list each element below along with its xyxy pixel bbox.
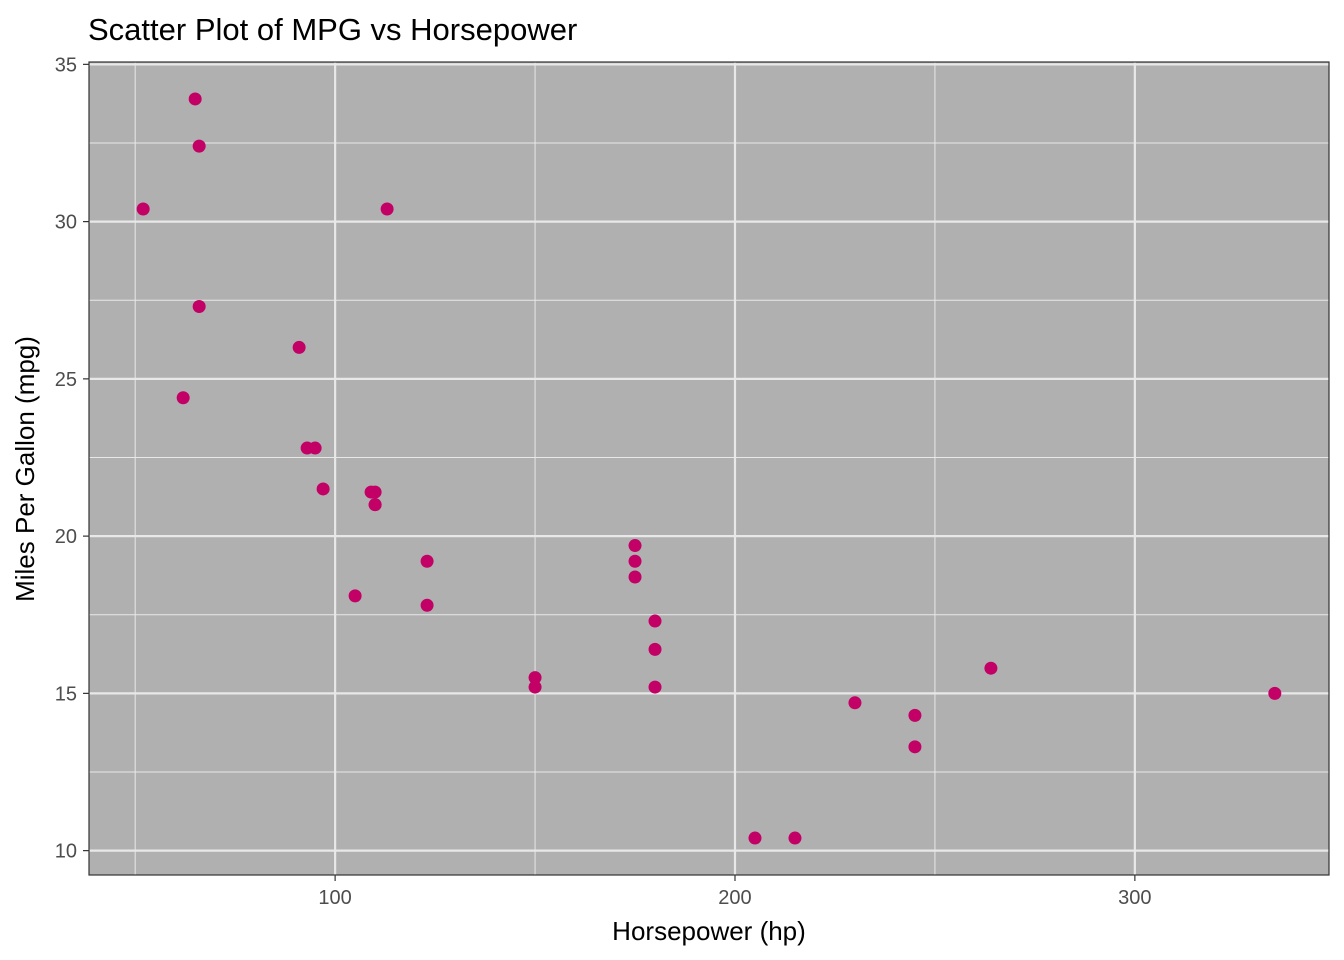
data-point (1268, 686, 1282, 700)
data-point (188, 92, 202, 106)
chart-title: Scatter Plot of MPG vs Horsepower (88, 12, 577, 47)
data-point (848, 696, 862, 710)
data-point (308, 441, 322, 455)
y-tick-label: 15 (55, 683, 77, 705)
data-point (628, 539, 642, 553)
x-tick-label: 200 (718, 887, 751, 909)
data-point (648, 642, 662, 656)
data-point (788, 831, 802, 845)
grid-lines (89, 62, 1329, 875)
data-point (348, 589, 362, 603)
data-point (292, 340, 306, 354)
y-tick-label: 10 (55, 841, 77, 863)
plot-panel (89, 62, 1329, 875)
panel-border (88, 61, 1330, 876)
y-tick-label: 20 (55, 526, 77, 548)
y-axis-title: Miles Per Gallon (mpg) (10, 336, 40, 602)
data-point (908, 708, 922, 722)
data-point (192, 300, 206, 314)
data-point (364, 485, 378, 499)
data-point (628, 554, 642, 568)
data-point (380, 202, 394, 216)
panel-frame (88, 61, 1330, 876)
y-tick-label: 25 (55, 369, 77, 391)
data-point (528, 680, 542, 694)
x-axis-title: Horsepower (hp) (612, 916, 806, 946)
panel-background (89, 62, 1329, 875)
data-point (176, 391, 190, 405)
data-point (648, 680, 662, 694)
data-point (628, 570, 642, 584)
data-point (420, 598, 434, 612)
data-point (136, 202, 150, 216)
data-point (648, 614, 662, 628)
data-point (192, 139, 206, 153)
data-point (316, 482, 330, 496)
data-point (748, 831, 762, 845)
x-tick-label: 100 (318, 887, 351, 909)
y-tick-label: 35 (55, 54, 77, 76)
axis-ticks: 100 200 300 10 15 20 25 30 35 (55, 54, 1152, 909)
data-point (528, 671, 542, 685)
data-point (368, 498, 382, 512)
data-point (420, 554, 434, 568)
y-tick-label: 30 (55, 212, 77, 234)
data-points (136, 92, 1282, 845)
data-point (984, 661, 998, 675)
data-point (908, 740, 922, 754)
x-tick-label: 300 (1118, 887, 1151, 909)
